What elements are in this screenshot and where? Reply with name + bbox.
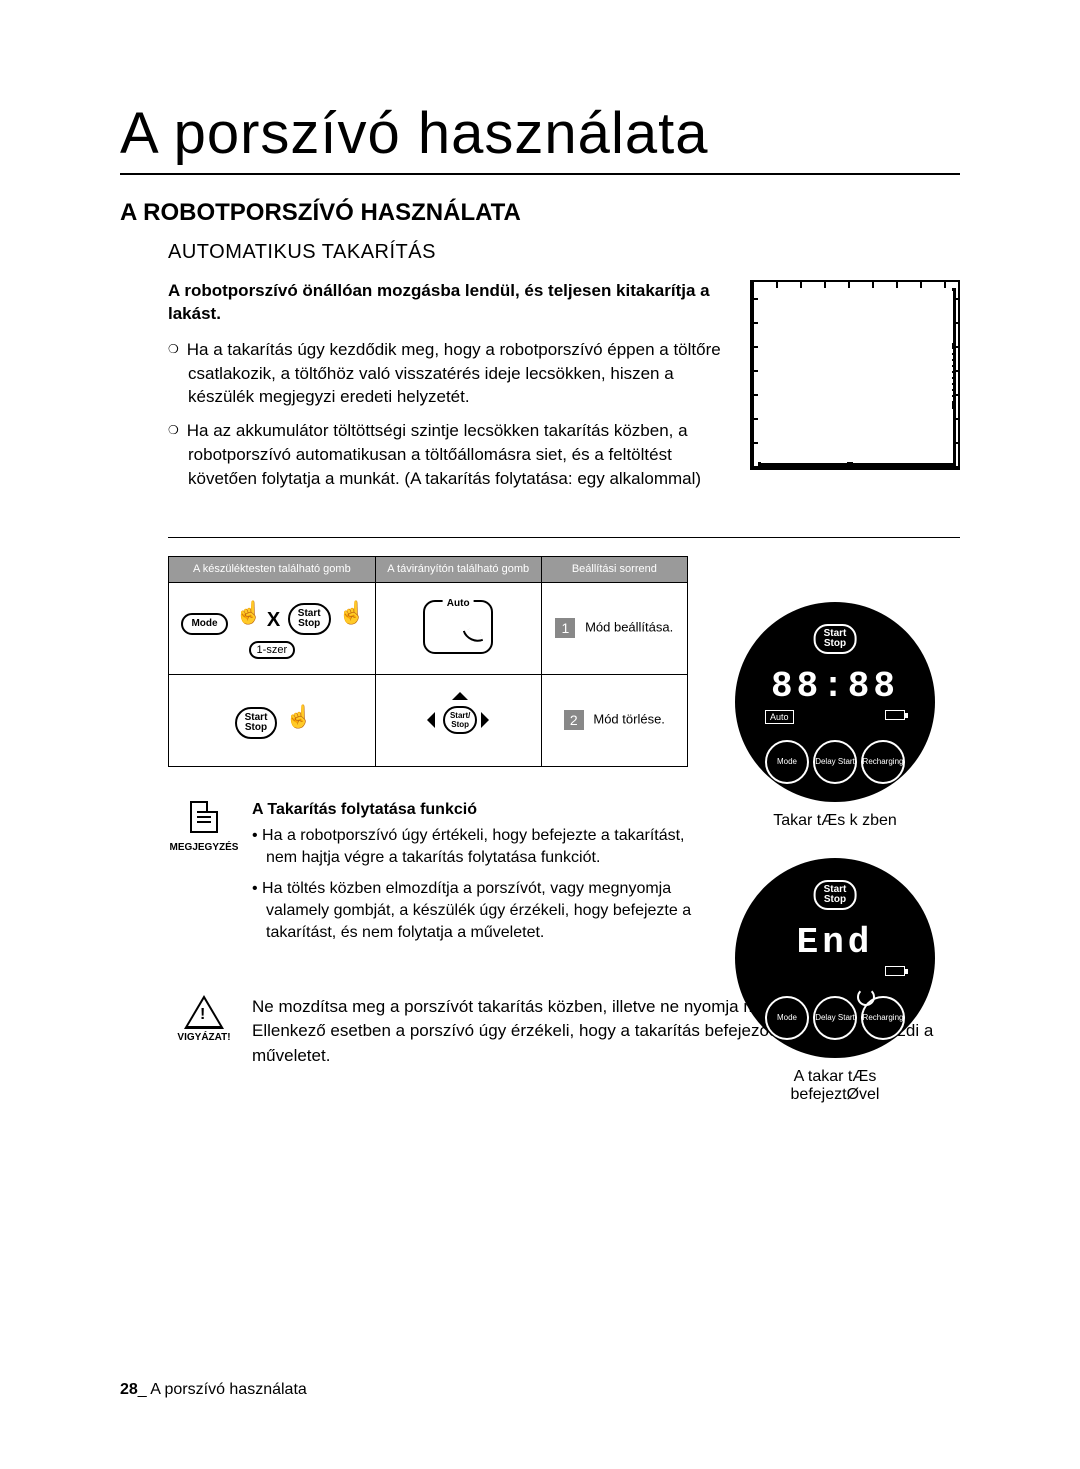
cell-remote: Start/ Stop: [375, 674, 541, 766]
robot-caption: Takar tÆs k zben: [720, 812, 950, 830]
th-sequence: Beállítási sorrend: [541, 556, 687, 582]
step-text: Mód beállítása.: [585, 620, 673, 635]
robot-disc-icon: Start Stop End Mode Delay Start Rechargi…: [735, 858, 935, 1058]
remote-auto-button-icon: Auto: [423, 600, 493, 654]
start-stop-button-icon: Start Stop: [288, 603, 331, 635]
warning-label: VIGYÁZAT!: [168, 1032, 240, 1043]
cell-main-unit: Mode X Start Stop 1-szer: [169, 582, 376, 674]
subsection-heading: AUTOMATIKUS TAKARÍTÁS: [168, 241, 960, 264]
divider: [168, 537, 960, 538]
remote-dpad-icon: Start/ Stop: [413, 684, 503, 754]
th-remote: A távirányítón található gomb: [375, 556, 541, 582]
step-number: 1: [555, 618, 575, 638]
page-footer: 28_ A porszívó használata: [120, 1381, 307, 1399]
robot-disc-icon: Start Stop 88:88 Auto Mode Delay Start R…: [735, 602, 935, 802]
table-row: Start Stop Start/ Stop 2 Mód törlése.: [169, 674, 688, 766]
cell-step: 2 Mód törlése.: [541, 674, 687, 766]
page-number: 28: [120, 1381, 138, 1398]
footer-label: _ A porszívó használata: [138, 1381, 307, 1398]
plus-icon: X: [267, 609, 280, 631]
one-szer-badge: 1-szer: [249, 641, 296, 659]
robot-display-end: Start Stop End Mode Delay Start Rechargi…: [720, 858, 950, 1104]
robot-display-during: Start Stop 88:88 Auto Mode Delay Start R…: [720, 602, 950, 830]
intro-bullet: Ha az akkumulátor töltöttségi szintje le…: [168, 419, 726, 490]
note-label: MEGJEGYZÉS: [168, 842, 240, 853]
floorplan-illustration: [750, 280, 960, 470]
cell-remote: Auto: [375, 582, 541, 674]
intro-bullet: Ha a takarítás úgy kezdődik meg, hogy a …: [168, 338, 726, 409]
note-title: A Takarítás folytatása funkció: [252, 801, 712, 819]
intro-bold: A robotporszívó önállóan mozgásba lendül…: [168, 280, 726, 326]
control-table: A készüléktesten található gomb A távirá…: [168, 556, 688, 767]
cell-step: 1 Mód beállítása.: [541, 582, 687, 674]
battery-icon: [885, 966, 905, 976]
page-title: A porszívó használata: [120, 100, 960, 175]
th-main-unit: A készüléktesten található gomb: [169, 556, 376, 582]
battery-icon: [885, 710, 905, 720]
note-item: Ha a robotporszívó úgy értékeli, hogy be…: [252, 825, 712, 870]
note-item: Ha töltés közben elmozdítja a porszívót,…: [252, 878, 712, 945]
section-heading: A ROBOTPORSZÍVÓ HASZNÁLATA: [120, 199, 960, 227]
start-stop-button-icon: Start Stop: [235, 707, 278, 739]
step-text: Mód törlése.: [593, 712, 665, 727]
hand-icon: [334, 598, 362, 626]
cell-main-unit: Start Stop: [169, 674, 376, 766]
step-number: 2: [564, 710, 584, 730]
robot-caption: A takar tÆs: [720, 1068, 950, 1086]
hand-icon: [281, 702, 309, 730]
hand-icon: [231, 598, 259, 626]
table-row: Mode X Start Stop 1-szer Auto 1 Mód be: [169, 582, 688, 674]
mode-button-icon: Mode: [181, 613, 227, 635]
document-icon: [190, 801, 218, 833]
robot-caption: befejeztØvel: [720, 1086, 950, 1104]
